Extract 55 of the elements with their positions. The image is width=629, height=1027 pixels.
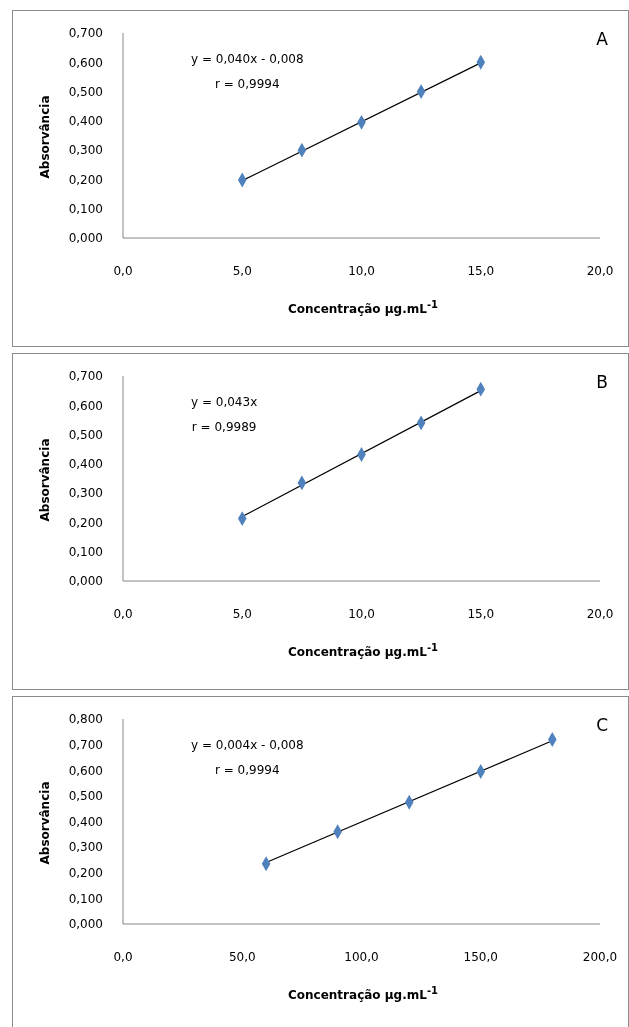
y-tick-label: 0,600 [68,55,103,70]
y-tick-label: 0,300 [68,840,103,855]
y-tick-label: 0,500 [68,789,103,804]
x-tick-label: 150,0 [463,949,498,964]
x-tick-label: 20,0 [586,263,614,278]
y-tick-label: 0,400 [68,457,103,472]
y-tick-label: 0,000 [68,574,103,589]
chart-title: A [596,29,608,49]
y-tick-label: 0,800 [68,712,103,727]
x-tick-label: 50,0 [228,949,256,964]
y-tick-label: 0,700 [68,369,103,384]
annotation: y = 0,040x - 0,008 [191,51,304,68]
y-tick-label: 0,600 [68,398,103,413]
annotation: r = 0,9994 [213,76,281,93]
annotation: r = 0,9994 [213,762,281,779]
x-tick-label: 20,0 [586,606,614,621]
chart-title: C [596,715,608,735]
y-tick-label: 0,700 [68,26,103,41]
y-tick-label: 0,500 [68,84,103,99]
y-tick-label: 0,600 [68,763,103,778]
x-tick-label: 100,0 [344,949,379,964]
y-tick-label: 0,400 [68,814,103,829]
x-axis-title: Concentração µg.mL$^{-1}$ [287,985,439,1002]
y-tick-label: 0,700 [68,737,103,752]
annotation: y = 0,043x [191,394,258,411]
x-tick-label: 0,0 [113,263,133,278]
annotation: y = 0,004x - 0,008 [191,737,304,754]
x-axis-title: Concentração µg.mL$^{-1}$ [287,299,439,316]
y-tick-label: 0,100 [68,891,103,906]
y-axis-title: Absorvância [38,95,52,179]
x-tick-label: 5,0 [232,606,252,621]
annotation: r = 0,9989 [191,419,258,436]
y-axis-title: Absorvância [38,438,52,522]
x-tick-label: 0,0 [113,606,133,621]
y-tick-label: 0,200 [68,515,103,530]
x-axis-title: Concentração µg.mL$^{-1}$ [287,642,439,659]
y-tick-label: 0,000 [68,917,103,932]
y-axis-title: Absorvância [38,781,52,865]
y-tick-label: 0,300 [68,143,103,158]
x-tick-label: 200,0 [582,949,618,964]
y-tick-label: 0,300 [68,486,103,501]
x-tick-label: 10,0 [348,263,375,278]
chart-title: B [596,372,608,392]
y-tick-label: 0,200 [68,172,103,187]
x-tick-label: 10,0 [348,606,375,621]
y-tick-label: 0,100 [68,544,103,559]
x-tick-label: 15,0 [467,263,495,278]
x-tick-label: 5,0 [232,263,252,278]
y-tick-label: 0,000 [68,231,103,246]
y-tick-label: 0,500 [68,427,103,442]
x-tick-label: 0,0 [113,949,133,964]
x-tick-label: 15,0 [467,606,495,621]
y-tick-label: 0,400 [68,114,103,129]
y-tick-label: 0,200 [68,866,103,881]
y-tick-label: 0,100 [68,201,103,216]
